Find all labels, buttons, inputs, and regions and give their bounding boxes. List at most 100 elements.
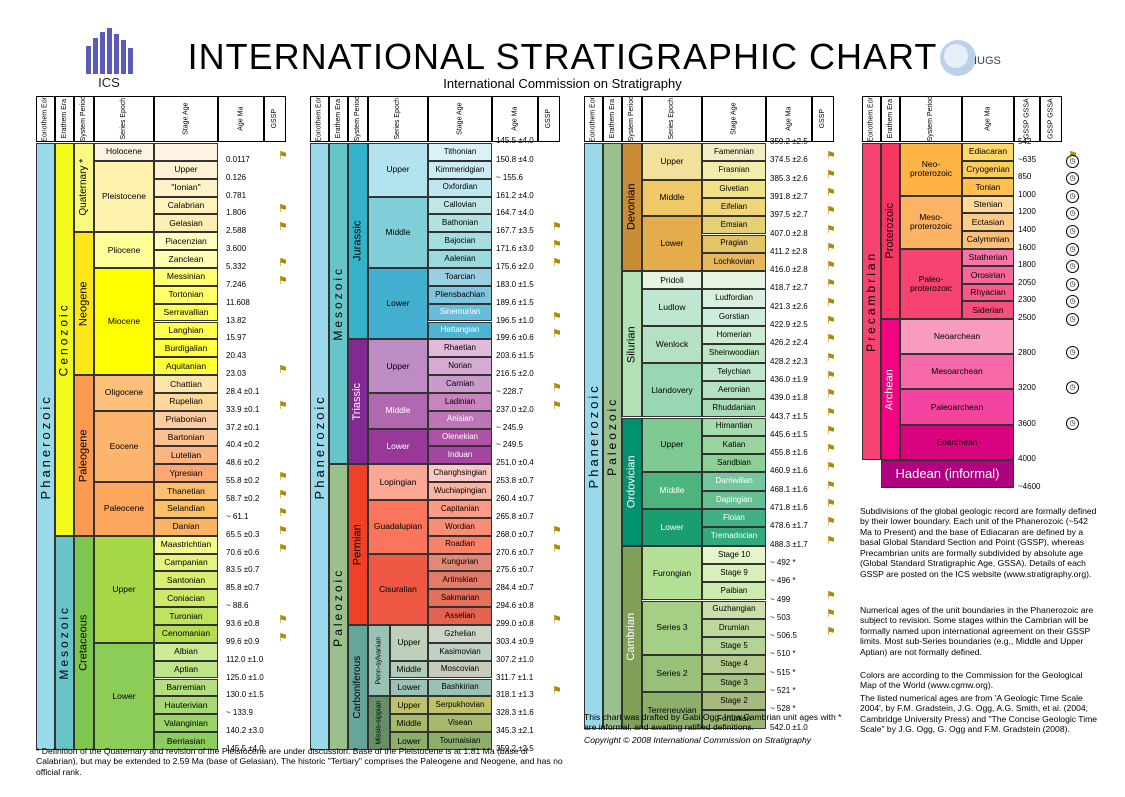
stage-cell: Maastrichtian — [154, 535, 218, 554]
period-devonian-label: Devonian — [625, 183, 638, 231]
gssp-golden-spike-icon: ⚑ — [552, 381, 562, 394]
stage-cell: Zanclean — [154, 250, 218, 268]
epoch-cell: Lower — [642, 216, 702, 272]
era-neoproterozoic: Neo-proterozoic — [900, 143, 962, 196]
epoch-cell: Pridoli — [642, 271, 702, 290]
stage-cell-label: Berriasian — [166, 735, 206, 746]
boundary-age: 265.8 ±0.7 — [496, 511, 534, 521]
stage-cell-label: Eifelian — [720, 201, 748, 211]
boundary-age: 83.5 ±0.7 — [226, 565, 260, 575]
stage-cell-label: Tithonian — [443, 146, 477, 156]
stage-cell-label: Bajocian — [444, 235, 476, 245]
period-cell: Tonian — [962, 178, 1014, 196]
header-gssp: GSSP — [812, 96, 834, 142]
eon-proterozoic-label: Proterozoic — [883, 203, 896, 259]
stage-cell-label: Stage 4 — [720, 659, 748, 669]
stage-cell-label: Moscovian — [440, 664, 480, 674]
boundary-age: ~ 133.9 — [226, 708, 253, 718]
eon-phanerozoic-label: Phanerozoic — [585, 383, 601, 489]
header-age: Age Ma — [218, 96, 264, 142]
boundary-age: 48.6 ±0.2 — [226, 458, 260, 468]
stage-cell-label: Rhaetian — [443, 343, 477, 353]
epoch-cell: Lower — [368, 428, 428, 465]
stage-cell: Oxfordian — [428, 178, 492, 197]
stage-cell-label: Norian — [448, 360, 472, 370]
stage-cell: Tremadocian — [702, 527, 766, 546]
eon-precambrian-label: Precambrian — [864, 250, 879, 352]
boundary-age: 171.6 ±3.0 — [496, 244, 534, 254]
epoch-cell-label: Guadalupian — [373, 521, 423, 532]
stage-cell-label: Barremian — [166, 681, 206, 692]
boundary-age: 216.5 ±2.0 — [496, 369, 534, 379]
gssp-golden-spike-icon: ⚑ — [552, 256, 562, 269]
epoch-cell-label: Lower — [397, 681, 421, 692]
stage-cell-label: Coniacian — [167, 592, 205, 603]
stage-cell: Paibian — [702, 582, 766, 601]
boundary-age: ~ 249.5 — [496, 440, 523, 450]
header-eon-label: Eonothem Eon — [41, 95, 49, 143]
stage-cell-label: Capitanian — [440, 503, 480, 513]
iugs-logo: IUGS — [936, 36, 1026, 80]
stage-cell: Gorstian — [702, 307, 766, 326]
stage-cell-label: Olenekian — [441, 432, 479, 442]
boundary-age: 445.6 ±1.5 — [770, 429, 808, 439]
epoch-cell: Oligocene — [94, 375, 154, 411]
gssp-golden-spike-icon: ⚑ — [278, 203, 288, 216]
ics-logo: ICS — [78, 26, 140, 90]
gssp-golden-spike-icon: ⚑ — [278, 524, 288, 537]
stage-cell: Upper — [154, 160, 218, 179]
note-subdivisions-text: Subdivisions of the global geologic reco… — [860, 506, 1097, 579]
period-cretaceous-label: Cretaceous — [77, 614, 90, 671]
period-carboniferous-label: Carboniferous — [351, 656, 363, 719]
period-quaternary-label: Quaternary * — [77, 159, 89, 216]
header-epoch-label: Series Epoch — [120, 98, 128, 140]
boundary-age: 468.1 ±1.6 — [770, 484, 808, 494]
stage-cell: Wordian — [428, 517, 492, 536]
stage-cell-label: Tortonian — [168, 289, 204, 300]
stage-cell-label: Homerian — [716, 329, 752, 339]
boundary-age: 189.6 ±1.5 — [496, 297, 534, 307]
boundary-age: 359.2 ±2.5 — [496, 743, 534, 753]
boundary-age: 374.5 ±2.6 — [770, 155, 808, 165]
boundary-age: 1200 — [1018, 207, 1036, 217]
gssp-golden-spike-icon: ⚑ — [278, 471, 288, 484]
boundary-age: 385.3 ±2.6 — [770, 173, 808, 183]
stage-cell-label: Hirnantian — [715, 421, 753, 431]
header-era-label: Erathem Era — [886, 99, 894, 139]
stage-cell-label: Artinskian — [442, 575, 478, 585]
stage-cell-label: Katian — [722, 439, 746, 449]
boundary-age: 13.82 — [226, 315, 247, 325]
stage-cell-label: Floian — [723, 512, 745, 522]
gssp-golden-spike-icon: ⚑ — [278, 489, 288, 501]
gssp-golden-spike-icon: ⚑ — [826, 424, 836, 437]
stage-cell: Sakmarian — [428, 589, 492, 608]
stage-cell: Guzhangian — [702, 600, 766, 619]
era-paleozoic: Paleozoic — [603, 143, 622, 729]
note-numerical-ages: Numerical ages of the unit boundaries in… — [860, 605, 1094, 657]
era-paleoproterozoic-label: Paleo-proterozoic — [909, 273, 953, 293]
stage-cell-label: Induan — [447, 450, 473, 460]
stage-cell-label: Ladinian — [444, 396, 476, 406]
era-eoarchean-label: Eoarchean — [936, 436, 978, 447]
header-period-label: System Period — [927, 96, 935, 142]
gssp-golden-spike-icon: ⚑ — [826, 498, 836, 510]
epoch-cell: Lower — [642, 509, 702, 546]
boundary-age: 93.6 ±0.8 — [226, 618, 260, 628]
period-neogene: Neogene — [74, 232, 94, 376]
stage-cell: Bajocian — [428, 232, 492, 251]
boundary-age: 237.0 ±2.0 — [496, 404, 534, 414]
boundary-age: 455.8 ±1.6 — [770, 448, 808, 458]
boundary-age: ~ 499 — [770, 594, 791, 604]
epoch-cell: Series 2 — [642, 655, 702, 692]
epoch-cell-label: Middle — [385, 405, 411, 416]
eon-proterozoic: Proterozoic — [881, 143, 900, 319]
era-cenozoic-label: Cenozoic — [57, 302, 72, 377]
stage-cell: Lutetian — [154, 446, 218, 465]
epoch-cell-label: Pliocene — [107, 244, 141, 255]
gssa-clock-icon: ◷ — [1066, 295, 1079, 309]
era-paleoarchean-label: Paleoarchean — [930, 401, 984, 412]
header-eon: Eonothem Eon — [36, 96, 55, 142]
era-mesoarchean-label: Mesoarchean — [931, 366, 983, 377]
stage-cell-label: Darriwilian — [715, 476, 753, 486]
period-cell: Orosirian — [962, 266, 1014, 284]
